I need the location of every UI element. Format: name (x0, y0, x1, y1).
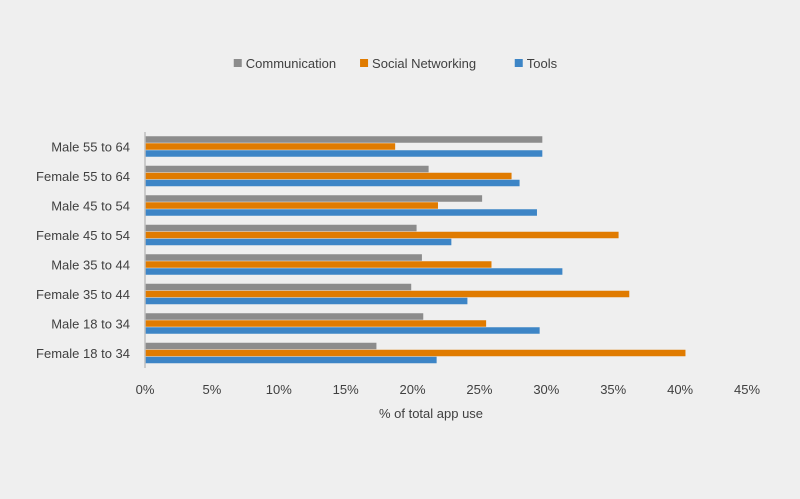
x-tick-label: 10% (266, 382, 292, 397)
x-tick-labels: 0% 5% 10% 15% 20% 25% 30% 35% 40% 45% (136, 382, 761, 397)
x-tick-label: 25% (466, 382, 492, 397)
x-tick-label: 5% (202, 382, 221, 397)
x-tick-label: 0% (136, 382, 155, 397)
category-label: Male 55 to 64 (51, 139, 130, 154)
bar-social-networking-4 (145, 261, 492, 268)
bar-social-networking-6 (145, 320, 487, 327)
bar-tools-2 (145, 209, 537, 216)
bar-tools-1 (145, 179, 520, 187)
bar-social-networking-0 (145, 143, 396, 150)
x-tick-label: 35% (600, 382, 626, 397)
legend-label: Tools (527, 56, 558, 71)
bar-social-networking-3 (145, 231, 619, 239)
bar-social-networking-1 (145, 172, 512, 180)
legend-label: Social Networking (372, 56, 476, 71)
bar-social-networking-7 (145, 349, 686, 357)
category-label: Male 45 to 54 (51, 198, 130, 213)
bar-tools-4 (145, 268, 563, 275)
legend-swatch-communication (233, 59, 242, 67)
category-label: Female 45 to 54 (36, 228, 130, 243)
bar-communication-4 (145, 254, 422, 261)
bar-communication-6 (145, 313, 424, 320)
x-tick-label: 20% (400, 382, 426, 397)
x-tick-label: 15% (333, 382, 359, 397)
bar-communication-0 (145, 136, 543, 143)
category-label: Female 55 to 64 (36, 169, 130, 184)
bar-communication-7 (145, 342, 377, 350)
legend-swatch-tools (514, 59, 523, 67)
bar-communication-3 (145, 224, 417, 232)
legend-swatch-social-networking (360, 59, 369, 67)
bar-tools-7 (145, 356, 437, 364)
category-labels: Male 55 to 64 Female 55 to 64 Male 45 to 5… (36, 139, 130, 361)
bar-tools-0 (145, 150, 543, 157)
x-tick-label: 45% (734, 382, 760, 397)
category-label: Female 35 to 44 (36, 287, 130, 302)
bar-communication-2 (145, 195, 483, 202)
x-axis-title: % of total app use (379, 406, 483, 421)
bar-communication-1 (145, 165, 429, 173)
bar-tools-3 (145, 238, 452, 246)
legend-label: Communication (246, 56, 336, 71)
category-label: Male 18 to 34 (51, 316, 130, 331)
bars (145, 136, 686, 364)
category-label: Female 18 to 34 (36, 346, 130, 361)
x-tick-label: 30% (533, 382, 559, 397)
x-tick-label: 40% (667, 382, 693, 397)
category-label: Male 35 to 44 (51, 257, 130, 272)
legend: Communication Social Networking Tools (233, 56, 558, 71)
bar-social-networking-2 (145, 202, 438, 209)
bar-tools-5 (145, 297, 468, 305)
bar-tools-6 (145, 327, 540, 334)
bar-communication-5 (145, 283, 412, 291)
bar-social-networking-5 (145, 290, 630, 298)
